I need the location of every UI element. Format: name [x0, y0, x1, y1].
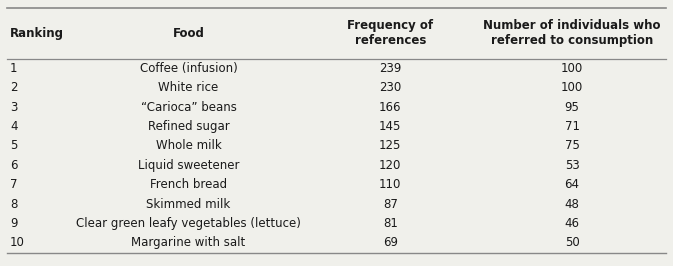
Text: 239: 239	[379, 62, 402, 75]
Text: French bread: French bread	[150, 178, 227, 191]
Text: Liquid sweetener: Liquid sweetener	[138, 159, 239, 172]
Text: Coffee (infusion): Coffee (infusion)	[139, 62, 238, 75]
Text: Margarine with salt: Margarine with salt	[131, 236, 246, 250]
Text: 53: 53	[565, 159, 579, 172]
Text: Refined sugar: Refined sugar	[147, 120, 229, 133]
Text: “Carioca” beans: “Carioca” beans	[141, 101, 236, 114]
Text: 230: 230	[379, 81, 402, 94]
Text: 46: 46	[565, 217, 579, 230]
Text: Ranking: Ranking	[10, 27, 64, 40]
Text: 1: 1	[10, 62, 17, 75]
Text: 2: 2	[10, 81, 17, 94]
Text: 3: 3	[10, 101, 17, 114]
Text: 95: 95	[565, 101, 579, 114]
Text: 100: 100	[561, 62, 583, 75]
Text: 10: 10	[10, 236, 25, 250]
Text: 4: 4	[10, 120, 17, 133]
Text: 166: 166	[379, 101, 402, 114]
Text: 110: 110	[379, 178, 402, 191]
Text: 125: 125	[379, 139, 402, 152]
Text: 120: 120	[379, 159, 402, 172]
Text: Skimmed milk: Skimmed milk	[146, 198, 231, 211]
Text: 64: 64	[565, 178, 579, 191]
Text: 5: 5	[10, 139, 17, 152]
Text: Number of individuals who
referred to consumption: Number of individuals who referred to co…	[483, 19, 661, 47]
Text: 69: 69	[383, 236, 398, 250]
Text: 6: 6	[10, 159, 17, 172]
Text: 87: 87	[383, 198, 398, 211]
Text: 81: 81	[383, 217, 398, 230]
Text: Food: Food	[172, 27, 205, 40]
Text: Whole milk: Whole milk	[155, 139, 221, 152]
Text: 145: 145	[379, 120, 402, 133]
Text: 100: 100	[561, 81, 583, 94]
Text: White rice: White rice	[158, 81, 219, 94]
Text: Frequency of
references: Frequency of references	[347, 19, 433, 47]
Text: 9: 9	[10, 217, 17, 230]
Text: 8: 8	[10, 198, 17, 211]
Text: 50: 50	[565, 236, 579, 250]
Text: 75: 75	[565, 139, 579, 152]
Text: Clear green leafy vegetables (lettuce): Clear green leafy vegetables (lettuce)	[76, 217, 301, 230]
Text: 71: 71	[565, 120, 579, 133]
Text: 7: 7	[10, 178, 17, 191]
Text: 48: 48	[565, 198, 579, 211]
